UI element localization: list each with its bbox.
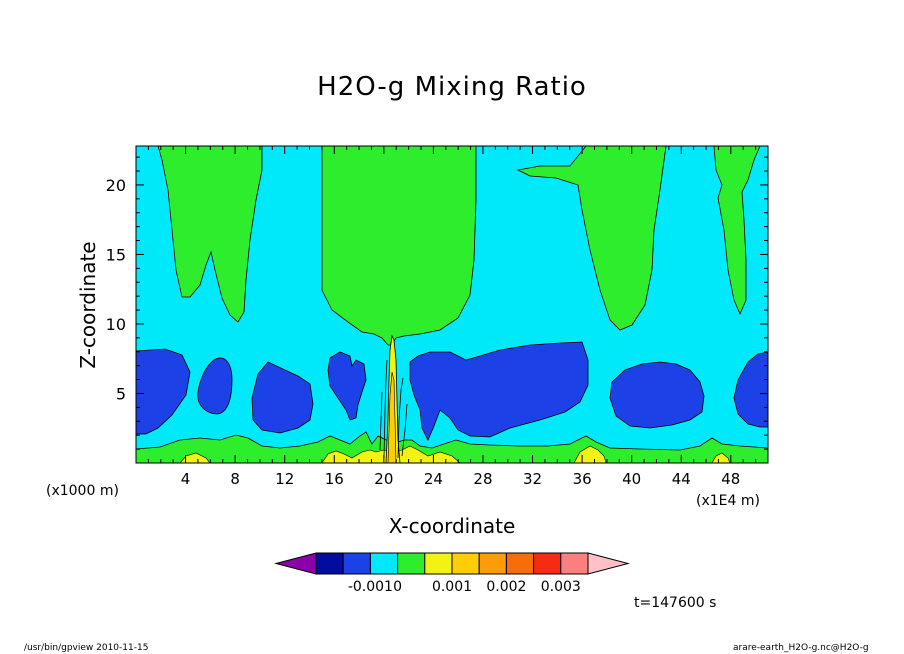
y-tick-label: 5 bbox=[116, 384, 126, 403]
x-tick-label: 36 bbox=[573, 470, 592, 488]
x-tick-label: 20 bbox=[374, 470, 393, 488]
contour-fill-green-plume bbox=[321, 146, 477, 346]
colorbar-low-arrow bbox=[274, 552, 317, 575]
colorbar-label: 0.001 bbox=[432, 579, 472, 595]
colorbar-swatch bbox=[560, 552, 589, 575]
footer-right: arare-earth_H2O-g.nc@H2O-g bbox=[733, 643, 869, 653]
contour-fill-blue-cell bbox=[733, 351, 768, 428]
plot-area bbox=[136, 146, 768, 463]
contour-fill-blue-cell bbox=[197, 357, 233, 415]
x-unit-left: (x1000 m) bbox=[46, 483, 119, 499]
colorbar-swatch bbox=[369, 552, 399, 575]
contour-fill-blue-cell bbox=[136, 348, 191, 435]
colorbar-label: -0.001 bbox=[348, 579, 393, 595]
convective-column-core bbox=[387, 371, 397, 463]
convective-column-lines bbox=[379, 359, 408, 459]
x-tick-label: 32 bbox=[523, 470, 542, 488]
contour-fill-blue-cell bbox=[409, 341, 589, 441]
x-tick-label: 8 bbox=[230, 470, 240, 488]
x-axis-label: X-coordinate bbox=[388, 514, 516, 538]
colorbar-swatch bbox=[451, 552, 480, 575]
contour-fill-blue-cell bbox=[251, 361, 314, 434]
x-tick-label: 24 bbox=[424, 470, 443, 488]
contour-fill-blue-cell bbox=[327, 351, 367, 421]
contour-fill-yellow bbox=[711, 452, 731, 463]
contour-fill-green-plume bbox=[516, 146, 667, 331]
colorbar-label: 0 bbox=[393, 579, 402, 595]
plot-frame bbox=[135, 145, 769, 464]
colorbar-swatch bbox=[397, 552, 426, 575]
x-tick-label: 40 bbox=[622, 470, 641, 488]
colorbar-swatch bbox=[505, 552, 535, 575]
contour-fill-green-plume bbox=[157, 146, 263, 323]
y-tick-label: 10 bbox=[106, 315, 126, 334]
colorbar-swatch bbox=[533, 552, 562, 575]
x-tick-label: 48 bbox=[721, 470, 740, 488]
x-tick-label: 4 bbox=[181, 470, 191, 488]
y-tick-label: 15 bbox=[106, 245, 126, 264]
x-axis: 4 8 12 16 20 24 28 32 36 40 44 48 bbox=[147, 146, 769, 488]
contour-fill-yellow bbox=[179, 452, 211, 463]
x-tick-label: 16 bbox=[325, 470, 344, 488]
chart-title: H2O-g Mixing Ratio bbox=[317, 72, 587, 102]
x-tick-label: 28 bbox=[473, 470, 492, 488]
x-unit-right: (x1E4 m) bbox=[696, 493, 760, 509]
colorbar-swatch bbox=[315, 552, 344, 575]
contour-fill-blue-cell bbox=[609, 361, 705, 429]
colorbar-high-arrow bbox=[587, 552, 630, 575]
colorbar: -0.001 0 0.001 0.002 0.003 bbox=[274, 552, 630, 595]
colorbar-label: 0.003 bbox=[541, 579, 581, 595]
footer-left: /usr/bin/gpview 2010-11-15 bbox=[24, 643, 149, 653]
colorbar-swatch bbox=[424, 552, 453, 575]
y-axis: 5 10 15 20 bbox=[106, 156, 768, 450]
y-tick-label: 20 bbox=[106, 176, 126, 195]
x-tick-label: 44 bbox=[672, 470, 691, 488]
x-tick-label: 12 bbox=[275, 470, 294, 488]
colorbar-swatch bbox=[342, 552, 371, 575]
colorbar-swatch bbox=[478, 552, 507, 575]
contour-fill-green-plume bbox=[713, 146, 761, 316]
time-label: t=147600 s bbox=[634, 595, 717, 611]
colorbar-label: 0.002 bbox=[486, 579, 526, 595]
